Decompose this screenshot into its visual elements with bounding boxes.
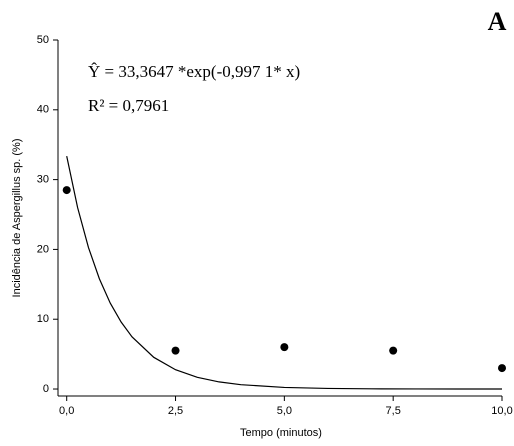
y-tick-label: 50 (37, 34, 49, 46)
x-tick-label: 0,0 (59, 405, 74, 417)
point (280, 343, 289, 352)
y-tick-label: 40 (37, 104, 49, 116)
equation: Ŷ = 33,3647 *exp(-0,997 1* x) (88, 62, 300, 81)
x-tick-label: 2,5 (168, 405, 183, 417)
y-tick-label: 10 (37, 313, 49, 325)
x-tick-label: 5,0 (277, 405, 292, 417)
y-tick-label: 20 (37, 243, 49, 255)
fit-curve (66, 156, 502, 390)
point (498, 364, 506, 373)
x-tick-label: 7,5 (386, 405, 401, 417)
y-tick-label: 0 (43, 383, 49, 395)
point (171, 346, 180, 355)
panel-label: A (488, 7, 507, 36)
point (389, 346, 398, 355)
y-tick-label: 30 (37, 174, 49, 186)
point (62, 186, 71, 195)
x-tick-label: 10,0 (491, 405, 512, 417)
x-axis-label: Tempo (minutos) (240, 427, 322, 439)
y-axis-label: Incidência de Aspergillus sp. (%) (11, 139, 23, 298)
r-squared: R² = 0,7961 (88, 96, 169, 115)
